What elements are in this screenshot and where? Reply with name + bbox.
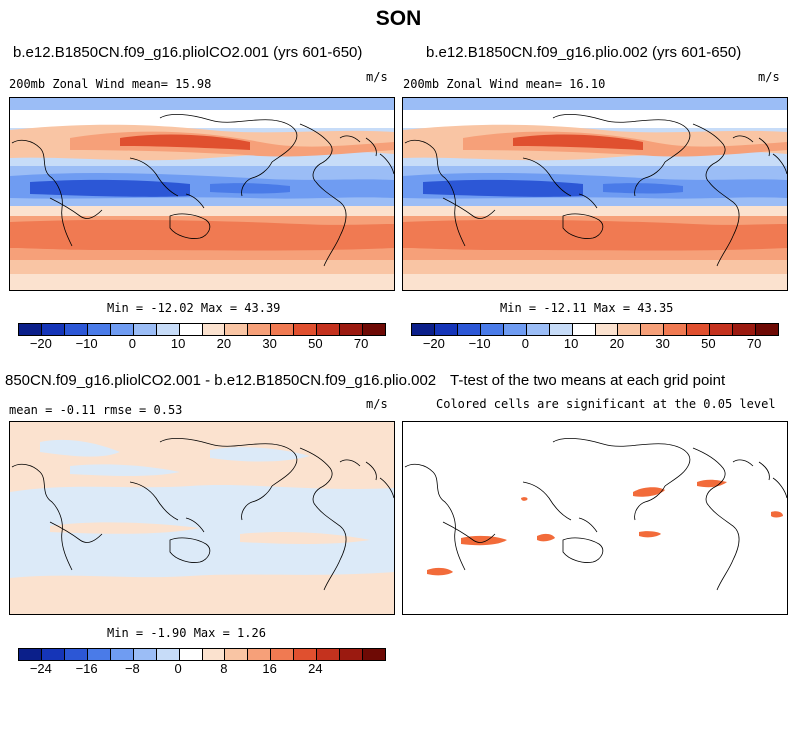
colorbar-tick-label: 0 [521, 336, 529, 351]
panel2-units: m/s [758, 70, 780, 84]
panel1-variable-label: 200mb Zonal Wind mean= 15.98 [9, 77, 212, 91]
panel3-units: m/s [366, 397, 388, 411]
colorbar-swatch [133, 649, 157, 660]
colorbar-tick-label: 20 [609, 336, 625, 351]
colorbar-swatch [457, 324, 481, 335]
panel3-title: 850CN.f09_g16.pliolCO2.001 - b.e12.B1850… [5, 372, 437, 389]
colorbar-swatch [225, 649, 249, 660]
colorbar-swatch [317, 649, 341, 660]
colorbar-swatch [87, 649, 111, 660]
colorbar-swatch [64, 649, 88, 660]
panel3-difference-field [10, 422, 394, 614]
colorbar-swatch [363, 324, 385, 335]
panel3-stats-label: mean = -0.11 rmse = 0.53 [9, 403, 183, 417]
colorbar-swatch [363, 649, 385, 660]
colorbar-swatch [595, 324, 619, 335]
panel1-minmax: Min = -12.02 Max = 43.39 [107, 301, 281, 315]
panel2-map [402, 97, 788, 291]
panel3-minmax: Min = -1.90 Max = 1.26 [107, 626, 266, 640]
panel4-title: T-test of the two means at each grid poi… [450, 372, 726, 389]
panel1-title: b.e12.B1850CN.f09_g16.pliolCO2.001 (yrs … [13, 44, 363, 61]
colorbar-tick-label: 10 [563, 336, 579, 351]
colorbar-tick-label: −10 [75, 336, 98, 351]
colorbar-swatch [156, 649, 180, 660]
colorbar-tick-label: −8 [124, 661, 140, 676]
colorbar-tick-label: 0 [128, 336, 136, 351]
panel4-map [402, 421, 788, 615]
colorbar-tick-label: 70 [746, 336, 762, 351]
colorbar-swatch [202, 649, 226, 660]
colorbar-swatch [687, 324, 711, 335]
colorbar-swatch [110, 649, 134, 660]
colorbar-tick-label: 8 [220, 661, 228, 676]
colorbar-tick-label: 20 [216, 336, 232, 351]
panel4-significance-map [403, 422, 787, 614]
panel3-colorbar [18, 648, 386, 661]
colorbar-swatch [710, 324, 734, 335]
panel1-colorbar [18, 323, 386, 336]
colorbar-swatch [156, 324, 180, 335]
colorbar-swatch [225, 324, 249, 335]
colorbar-tick-label: 0 [174, 661, 182, 676]
colorbar-swatch [756, 324, 778, 335]
colorbar-swatch [503, 324, 527, 335]
colorbar-swatch [733, 324, 757, 335]
colorbar-tick-label: 10 [170, 336, 186, 351]
colorbar-swatch [434, 324, 458, 335]
colorbar-swatch [572, 324, 596, 335]
colorbar-swatch [294, 324, 318, 335]
colorbar-swatch [133, 324, 157, 335]
colorbar-tick-label: 50 [701, 336, 716, 351]
significant-cells [427, 479, 783, 576]
panel1-wind-field [10, 98, 394, 290]
panel2-colorbar [411, 323, 779, 336]
colorbar-tick-label: 16 [262, 661, 277, 676]
colorbar-swatch [526, 324, 550, 335]
colorbar-swatch [110, 324, 134, 335]
colorbar-swatch [179, 649, 203, 660]
colorbar-swatch [480, 324, 504, 335]
colorbar-tick-label: −20 [422, 336, 445, 351]
colorbar-tick-label: 70 [353, 336, 369, 351]
colorbar-swatch [618, 324, 642, 335]
colorbar-swatch [412, 324, 435, 335]
panel2-title: b.e12.B1850CN.f09_g16.plio.002 (yrs 601-… [426, 44, 742, 61]
colorbar-swatch [41, 649, 65, 660]
colorbar-swatch [271, 324, 295, 335]
colorbar-swatch [41, 324, 65, 335]
colorbar-tick-label: 30 [655, 336, 670, 351]
colorbar-swatch [549, 324, 573, 335]
colorbar-swatch [64, 324, 88, 335]
colorbar-swatch [641, 324, 665, 335]
panel2-variable-label: 200mb Zonal Wind mean= 16.10 [403, 77, 606, 91]
colorbar-swatch [19, 324, 42, 335]
colorbar-swatch [271, 649, 295, 660]
colorbar-swatch [340, 324, 364, 335]
colorbar-swatch [664, 324, 688, 335]
colorbar-tick-label: −24 [29, 661, 52, 676]
colorbar-tick-label: −16 [75, 661, 98, 676]
colorbar-swatch [87, 324, 111, 335]
colorbar-tick-label: −10 [468, 336, 491, 351]
colorbar-swatch [179, 324, 203, 335]
panel1-units: m/s [366, 70, 388, 84]
colorbar-swatch [248, 324, 272, 335]
colorbar-swatch [19, 649, 42, 660]
panel2-minmax: Min = -12.11 Max = 43.35 [500, 301, 674, 315]
colorbar-swatch [202, 324, 226, 335]
panel1-map [9, 97, 395, 291]
colorbar-tick-label: 50 [308, 336, 323, 351]
colorbar-swatch [340, 649, 364, 660]
panel2-wind-field [403, 98, 787, 290]
panel3-map [9, 421, 395, 615]
figure-title: SON [375, 7, 422, 30]
colorbar-tick-label: 24 [308, 661, 323, 676]
colorbar-tick-label: 30 [262, 336, 277, 351]
colorbar-swatch [317, 324, 341, 335]
colorbar-tick-label: −20 [29, 336, 52, 351]
colorbar-swatch [248, 649, 272, 660]
colorbar-swatch [294, 649, 318, 660]
panel4-subtitle: Colored cells are significant at the 0.0… [436, 397, 776, 411]
